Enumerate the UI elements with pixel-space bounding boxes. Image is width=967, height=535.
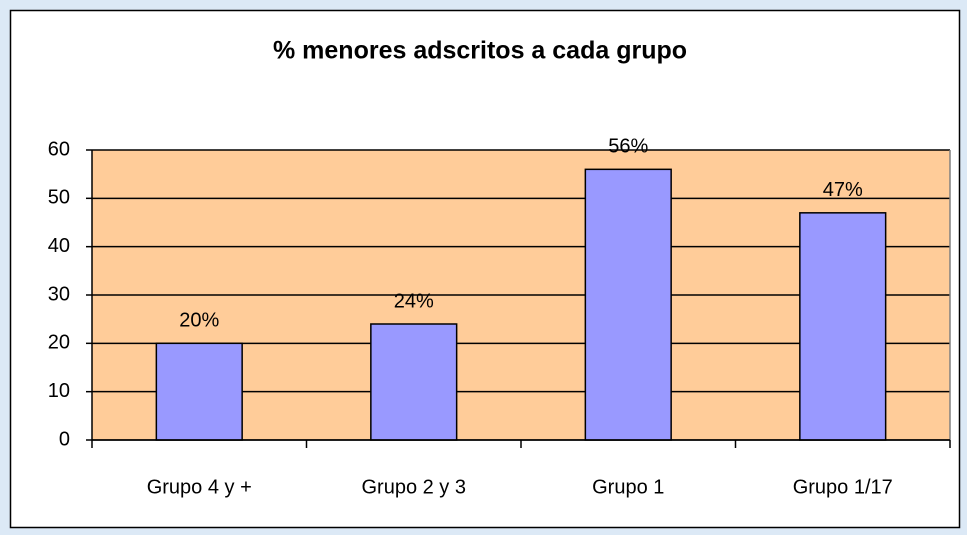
x-tick-label: Grupo 2 y 3 — [361, 476, 466, 498]
value-label: 56% — [608, 136, 648, 158]
bar — [155, 342, 243, 441]
x-tick-label: Grupo 1/17 — [793, 476, 893, 498]
bar — [584, 168, 672, 441]
y-tick-label: 50 — [48, 187, 70, 209]
value-label: 20% — [179, 310, 219, 332]
y-tick-label: 30 — [48, 283, 70, 305]
y-tick-label: 0 — [59, 428, 70, 450]
y-tick-label: 20 — [48, 332, 70, 354]
y-tick-label: 60 — [48, 138, 70, 160]
x-tick-label: Grupo 4 y + — [147, 476, 252, 498]
chart-title: % menores adscritos a cada grupo — [273, 37, 687, 65]
value-label: 47% — [823, 179, 863, 201]
x-tick-label: Grupo 1 — [592, 476, 664, 498]
bar — [370, 323, 458, 441]
y-tick-label: 10 — [48, 380, 70, 402]
y-tick-label: 40 — [48, 235, 70, 257]
bar — [799, 212, 887, 441]
value-label: 24% — [394, 290, 434, 312]
